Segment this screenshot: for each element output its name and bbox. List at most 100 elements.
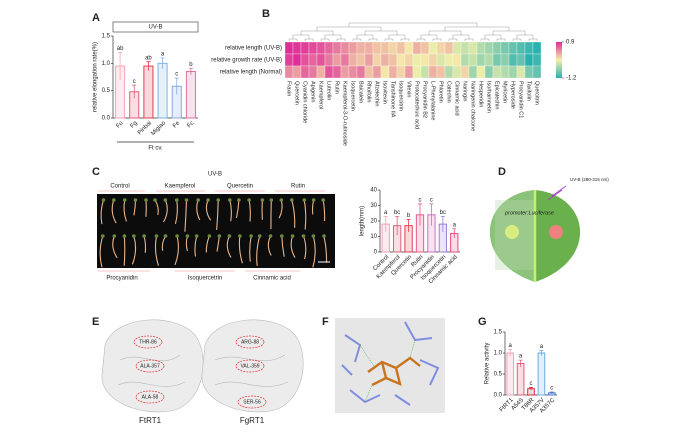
dendrogram bbox=[356, 34, 374, 39]
heat-cell bbox=[428, 53, 438, 67]
heat-cell bbox=[364, 41, 374, 55]
panel-letter: G bbox=[478, 316, 487, 328]
heat-cell bbox=[292, 41, 302, 55]
heat-cell bbox=[340, 65, 350, 79]
dendrogram bbox=[364, 30, 398, 35]
heat-cell bbox=[484, 65, 494, 79]
heat-cell bbox=[332, 65, 342, 79]
significance-letter: bc bbox=[440, 210, 446, 216]
seed bbox=[311, 198, 316, 202]
seed bbox=[227, 234, 232, 238]
bar bbox=[185, 71, 196, 119]
photo-label: Rutin bbox=[291, 184, 305, 190]
seedling bbox=[256, 235, 261, 266]
column-label: Apigenin bbox=[310, 81, 316, 102]
heat-cell bbox=[476, 53, 486, 67]
dendrogram bbox=[464, 38, 474, 41]
y-tick-label: 1.0 bbox=[102, 61, 111, 67]
y-axis-label: length(mm) bbox=[360, 206, 366, 236]
seed bbox=[185, 234, 190, 238]
error-bar bbox=[395, 215, 400, 235]
y-tick-label: 0.0 bbox=[494, 393, 503, 399]
bar bbox=[157, 62, 168, 119]
panel-letter: D bbox=[498, 166, 506, 178]
seedling bbox=[123, 235, 126, 266]
dendrogram bbox=[420, 34, 438, 39]
heat-cell bbox=[532, 65, 542, 79]
heat-cell bbox=[476, 65, 486, 79]
seed bbox=[196, 198, 200, 202]
column-label: Isorhamnetin bbox=[486, 81, 492, 113]
seed bbox=[279, 198, 284, 202]
dendrogram bbox=[348, 22, 478, 27]
light-label: UV-B (280-315 nm) bbox=[570, 177, 609, 182]
dendrogram bbox=[288, 38, 298, 41]
heat-cell bbox=[292, 65, 302, 79]
heat-cell bbox=[356, 65, 366, 79]
heat-cell bbox=[484, 41, 494, 55]
heat-cell bbox=[452, 53, 462, 67]
seed bbox=[237, 198, 241, 202]
error-bar bbox=[508, 349, 513, 357]
seed bbox=[122, 198, 127, 202]
dendrogram bbox=[444, 26, 510, 31]
column-label: Fraxin bbox=[286, 81, 292, 96]
heat-cell bbox=[324, 53, 334, 67]
dendrogram bbox=[452, 34, 470, 39]
heat-cell bbox=[364, 53, 374, 67]
seed bbox=[228, 198, 232, 202]
heat-cell bbox=[348, 41, 358, 55]
y-tick-label: 10 bbox=[370, 234, 377, 240]
significance-letter: a bbox=[161, 51, 165, 57]
significance-letter: ab bbox=[145, 55, 152, 61]
heat-cell bbox=[420, 41, 430, 55]
dendrogram bbox=[480, 38, 490, 41]
significance-letter: a bbox=[384, 210, 388, 216]
y-tick-label: 20 bbox=[370, 219, 377, 225]
column-label: Afzelechin bbox=[374, 81, 380, 106]
heat-cell bbox=[308, 53, 318, 67]
heat-cell bbox=[492, 41, 502, 55]
heat-cell bbox=[444, 53, 454, 67]
chart-title: UV-B bbox=[148, 25, 162, 31]
error-bar bbox=[406, 219, 411, 232]
title-strip bbox=[112, 21, 199, 33]
seedling bbox=[100, 199, 104, 225]
seedling bbox=[290, 235, 296, 258]
seedling-photo bbox=[97, 194, 335, 268]
heat-cell bbox=[396, 65, 406, 79]
seed bbox=[132, 234, 136, 238]
column-label: Taxifolin bbox=[526, 81, 532, 101]
error-bar bbox=[529, 387, 533, 390]
dendrogram bbox=[352, 38, 362, 41]
heat-cell bbox=[428, 41, 438, 55]
seed bbox=[301, 234, 306, 238]
significance-letter: b bbox=[189, 62, 193, 68]
x-tick-label: Fg bbox=[130, 120, 139, 129]
dendrogram bbox=[304, 38, 314, 41]
column-label: Protocatechuic acid bbox=[414, 81, 420, 129]
heat-cell bbox=[300, 65, 310, 79]
photo-label: Control bbox=[110, 184, 129, 190]
bar bbox=[506, 352, 515, 396]
heat-cell bbox=[316, 53, 326, 67]
leaf-diagram bbox=[489, 185, 581, 282]
seed bbox=[247, 198, 251, 202]
dendrogram bbox=[484, 34, 502, 39]
heat-cell bbox=[508, 41, 518, 55]
heat-cell bbox=[444, 65, 454, 79]
error-bar bbox=[160, 57, 165, 69]
seed bbox=[269, 198, 274, 202]
heat-cell bbox=[324, 41, 334, 55]
group-label: Ft cv. bbox=[148, 146, 163, 152]
column-label: Myricetin bbox=[502, 81, 508, 103]
residue: ARG-88 bbox=[241, 339, 259, 345]
heat-cell bbox=[284, 41, 294, 55]
heat-cell bbox=[372, 41, 382, 55]
y-tick-label: 0.5 bbox=[102, 88, 111, 94]
y-tick-label: 0.5 bbox=[494, 372, 503, 378]
heat-cell bbox=[308, 65, 318, 79]
dendrogram bbox=[416, 38, 426, 41]
heat-cell bbox=[380, 41, 390, 55]
